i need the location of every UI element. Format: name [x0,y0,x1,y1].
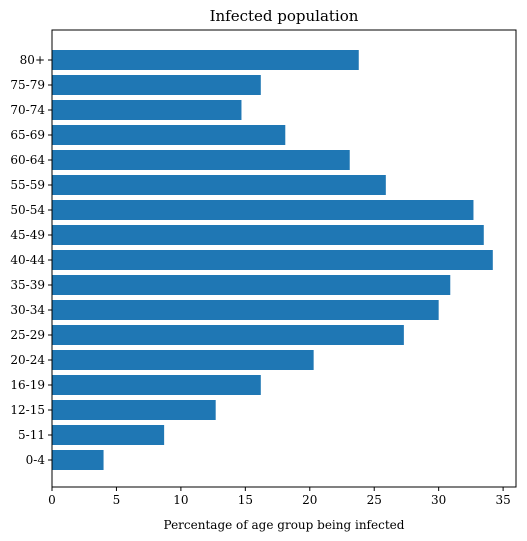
y-tick-label: 55-59 [10,178,45,192]
y-tick-label: 45-49 [10,228,45,242]
bar-70-74 [52,100,242,120]
bar-5-11 [52,425,165,445]
y-tick-label: 70-74 [10,103,45,117]
y-tick-label: 80+ [20,53,45,67]
y-tick-label: 16-19 [10,378,45,392]
y-tick-label: 0-4 [26,453,46,467]
x-tick-label: 10 [173,493,188,507]
y-tick-label: 30-34 [10,303,45,317]
x-tick-label: 25 [367,493,382,507]
y-axis-ticks: 0-4 5-11 12-15 16-19 20-24 25-29 30-34 35-39 40-… [10,53,52,467]
y-tick-label: 12-15 [10,403,45,417]
chart-title: Infected population [210,7,359,25]
bar-80+ [52,50,359,70]
y-tick-label: 75-79 [10,78,45,92]
bar-35-39 [52,275,451,295]
bar-65-69 [52,125,286,145]
bar-25-29 [52,325,404,345]
bar-50-54 [52,200,474,220]
bar-16-19 [52,375,261,395]
bar-60-64 [52,150,350,170]
bar-0-4 [52,450,104,470]
bar-45-49 [52,225,484,245]
y-tick-label: 40-44 [10,253,45,267]
x-tick-label: 35 [495,493,510,507]
y-tick-label: 50-54 [10,203,45,217]
y-tick-label: 5-11 [18,428,45,442]
y-tick-label: 60-64 [10,153,45,167]
bar-55-59 [52,175,386,195]
x-tick-label: 15 [238,493,253,507]
x-tick-label: 30 [431,493,446,507]
bar-40-44 [52,250,493,270]
x-tick-label: 20 [302,493,317,507]
x-tick-label: 5 [113,493,121,507]
y-tick-label: 25-29 [10,328,45,342]
bar-20-24 [52,350,314,370]
bar-30-34 [52,300,439,320]
bars-group [52,50,493,470]
y-tick-label: 65-69 [10,128,45,142]
y-tick-label: 35-39 [10,278,45,292]
x-axis-ticks: 0 5 10 15 20 25 30 35 [48,487,511,507]
plot-frame [51,29,517,488]
x-axis-label: Percentage of age group being infected [164,518,405,532]
y-tick-label: 20-24 [10,353,45,367]
x-tick-label: 0 [48,493,56,507]
bar-12-15 [52,400,216,420]
bar-75-79 [52,75,261,95]
